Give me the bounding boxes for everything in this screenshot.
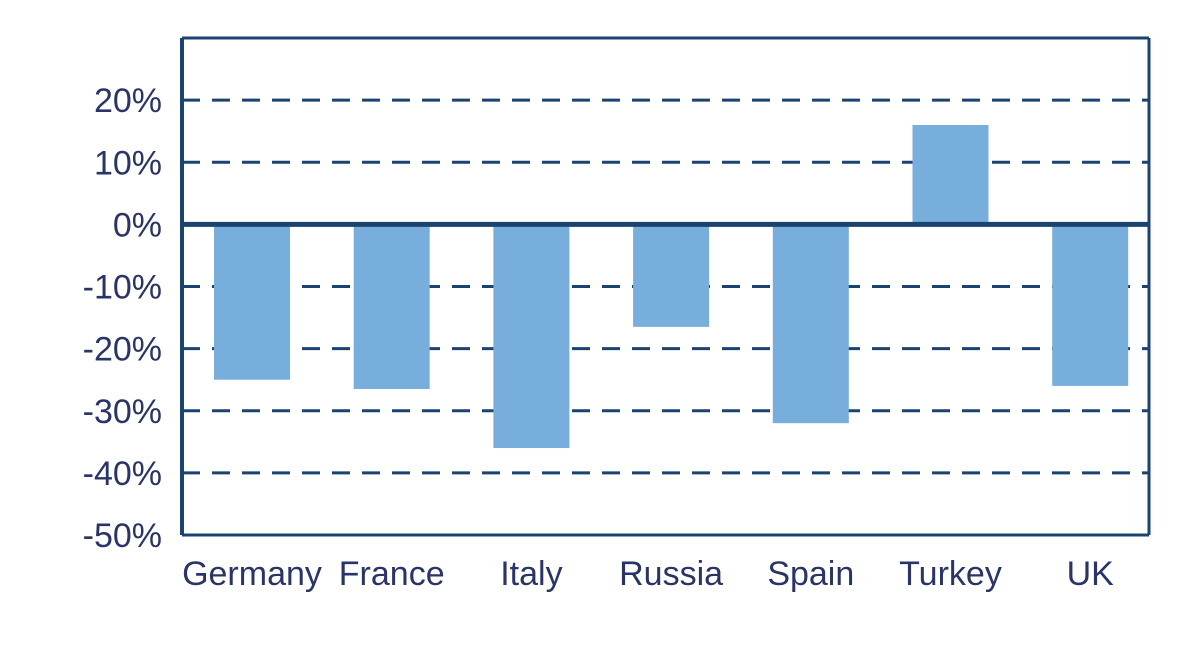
x-category-labels: Germany France Italy Russia Spain Turkey UK <box>182 555 1114 593</box>
x-category-label: Russia <box>619 555 723 593</box>
y-tick-label: -40% <box>83 455 162 493</box>
y-tick-label: -10% <box>83 269 162 307</box>
y-tick-label: 20% <box>94 82 162 120</box>
x-category-label: Turkey <box>899 555 1002 593</box>
bars <box>214 124 1129 449</box>
y-tick-label: -30% <box>83 393 162 431</box>
bar-germany <box>214 224 290 380</box>
bar-russia <box>633 224 710 327</box>
bar-italy <box>493 224 570 449</box>
bar-turkey <box>912 124 989 225</box>
x-category-label: UK <box>1067 555 1115 593</box>
x-category-label: France <box>339 555 445 593</box>
y-tick-label: -20% <box>83 331 162 369</box>
x-category-label: Italy <box>500 555 562 593</box>
axes <box>180 36 1151 537</box>
bar-uk <box>1052 224 1129 386</box>
bar-france <box>353 224 430 390</box>
y-tick-label: -50% <box>83 517 162 555</box>
x-category-label: Spain <box>767 555 854 593</box>
y-tick-labels: 20% 10% 0% -10% -20% -30% -40% -50% <box>83 82 162 555</box>
y-tick-label: 0% <box>113 206 162 244</box>
x-category-label: Germany <box>182 555 322 593</box>
y-tick-label: 10% <box>94 144 162 182</box>
bar-spain <box>772 224 849 424</box>
